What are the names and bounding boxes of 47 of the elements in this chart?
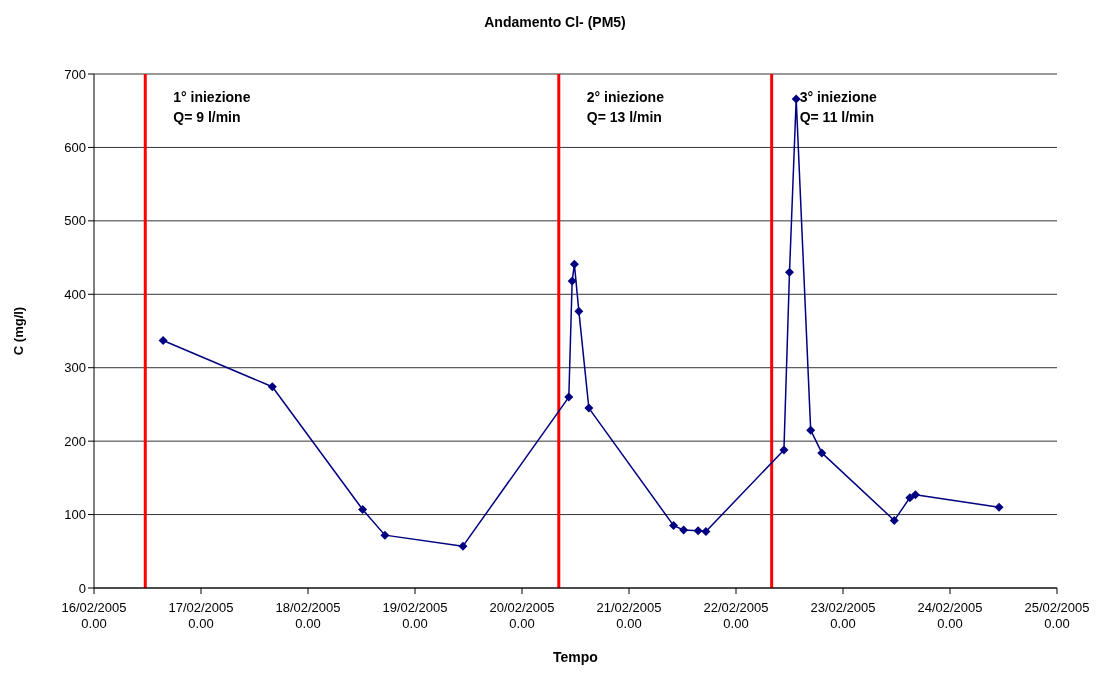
- point: [574, 306, 584, 316]
- y-tick-label: 300: [64, 360, 86, 376]
- point: [994, 502, 1004, 512]
- point: [458, 541, 468, 551]
- y-tick-label: 500: [64, 213, 86, 229]
- point: [905, 493, 915, 503]
- point: [564, 392, 574, 402]
- y-tick-label: 0: [78, 580, 86, 596]
- point: [910, 490, 920, 500]
- y-axis-title: C (mg/l): [10, 306, 26, 356]
- x-tick-label: 20/02/2005 0.00: [489, 600, 555, 631]
- x-tick-label: 25/02/2005 0.00: [1024, 600, 1090, 631]
- x-tick-label: 19/02/2005 0.00: [382, 600, 448, 631]
- ref-line-label: 1° iniezione Q= 9 l/min: [173, 89, 251, 125]
- point: [693, 526, 703, 536]
- x-axis-title: Tempo: [553, 649, 598, 665]
- x-tick-label: 17/02/2005 0.00: [168, 600, 234, 631]
- x-tick-label: 23/02/2005 0.00: [810, 600, 876, 631]
- point: [785, 267, 794, 277]
- point: [779, 445, 789, 455]
- y-tick-label: 600: [64, 140, 86, 156]
- point: [701, 526, 711, 536]
- point: [584, 403, 594, 413]
- x-tick-label: 22/02/2005 0.00: [703, 600, 769, 631]
- point: [889, 515, 899, 525]
- point: [158, 336, 168, 346]
- point: [380, 530, 390, 540]
- chart-title: Andamento Cl- (PM5): [483, 13, 627, 32]
- x-tick-label: 21/02/2005 0.00: [596, 600, 662, 631]
- x-tick-label: 16/02/2005 0.00: [61, 600, 127, 631]
- ref-line-label: 2° iniezione Q= 13 l/min: [586, 89, 665, 125]
- y-tick-label: 100: [64, 507, 86, 523]
- point: [267, 382, 277, 392]
- point: [358, 504, 368, 514]
- x-tick-label: 24/02/2005 0.00: [917, 600, 983, 631]
- point: [817, 448, 827, 458]
- ref-line-label: 3° iniezione Q= 11 l/min: [799, 89, 878, 125]
- point: [791, 94, 801, 104]
- y-tick-label: 400: [64, 286, 86, 302]
- y-tick-label: 700: [64, 66, 86, 82]
- point: [669, 521, 679, 531]
- x-tick-label: 18/02/2005 0.00: [275, 600, 341, 631]
- point: [679, 525, 689, 535]
- point: [567, 276, 577, 286]
- y-tick-label: 200: [64, 433, 86, 449]
- point: [569, 259, 579, 269]
- point: [806, 425, 816, 435]
